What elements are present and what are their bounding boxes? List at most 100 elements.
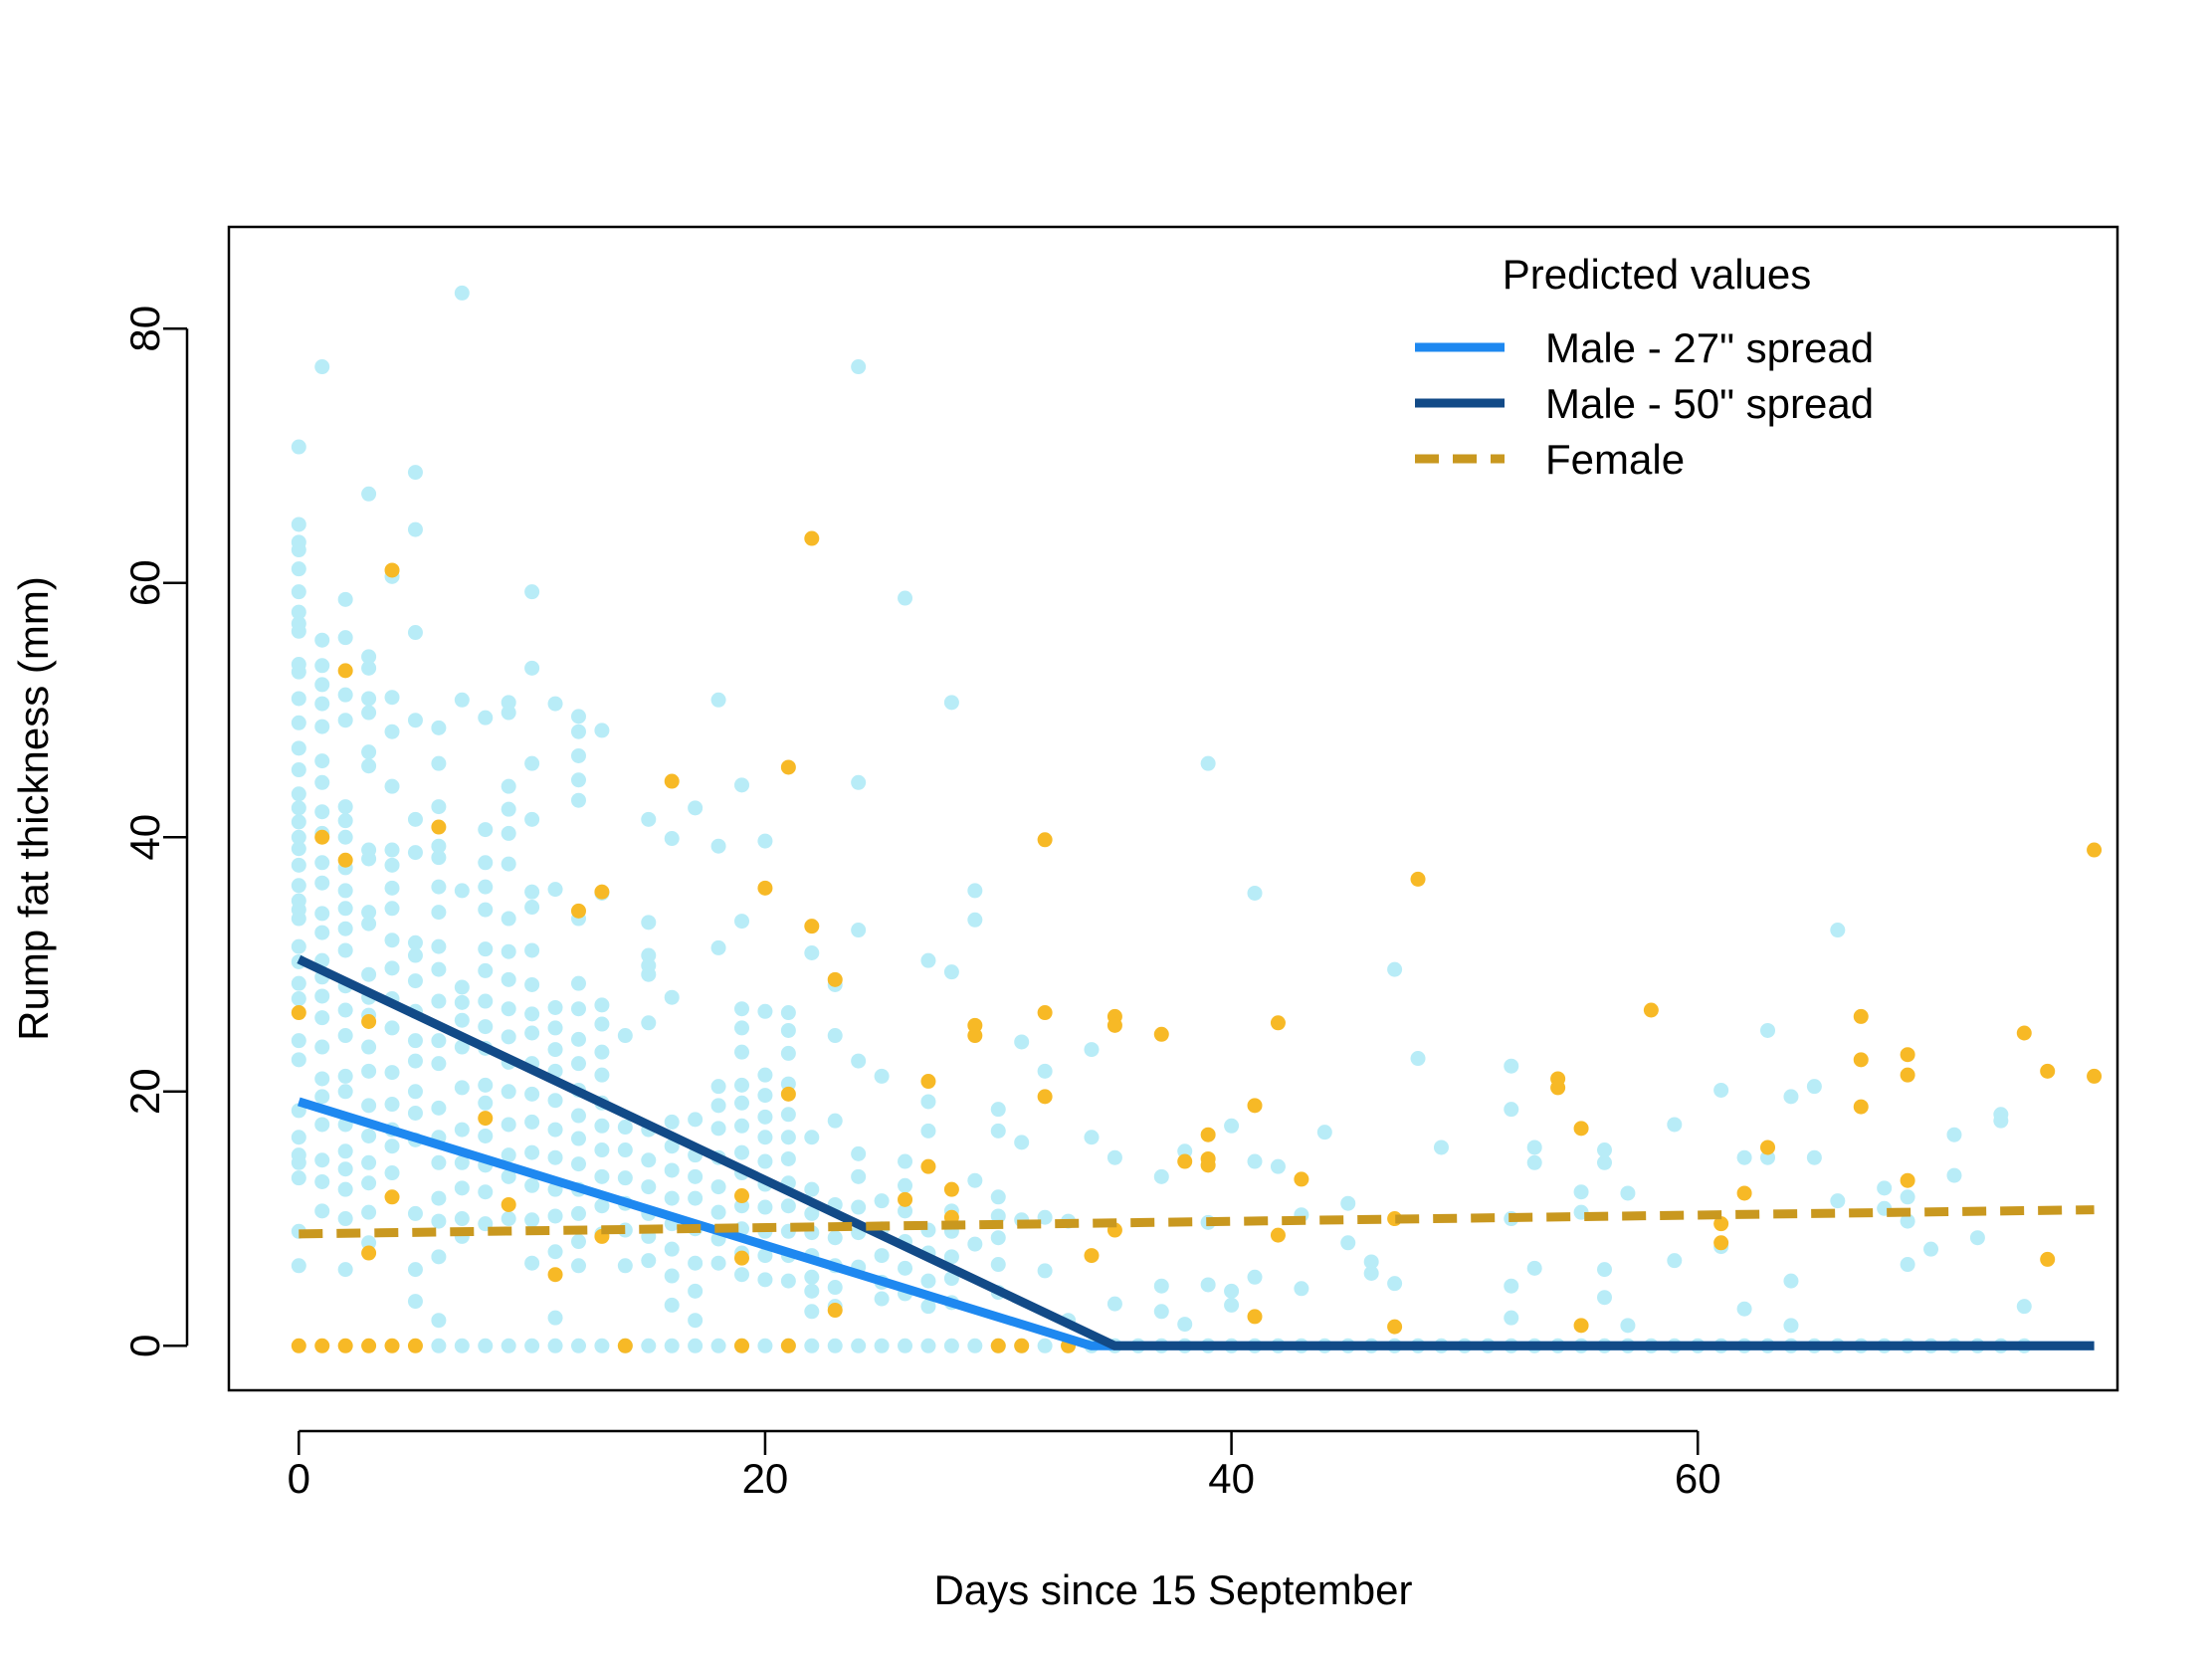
male-observation-point: [1316, 1125, 1332, 1141]
male-observation-point: [710, 1098, 726, 1114]
male-observation-point: [641, 966, 657, 982]
male-observation-point: [570, 747, 586, 763]
male-observation-point: [1783, 1273, 1799, 1289]
male-observation-point: [804, 1269, 820, 1285]
male-observation-point: [291, 814, 306, 830]
male-observation-point: [757, 1248, 773, 1264]
male-observation-point: [734, 914, 750, 930]
male-observation-point: [337, 1068, 353, 1084]
male-observation-point: [291, 878, 306, 894]
male-observation-point: [664, 1162, 680, 1178]
male-observation-point: [734, 1001, 750, 1017]
male-observation-point: [1620, 1318, 1636, 1334]
male-observation-point: [501, 825, 516, 841]
male-observation-point: [1830, 923, 1846, 938]
male-observation-point: [407, 973, 423, 989]
male-observation-point: [594, 1198, 610, 1214]
male-observation-point: [384, 1065, 400, 1081]
male-observation-point: [291, 664, 306, 680]
male-observation-point: [291, 786, 306, 802]
male-observation-point: [501, 943, 516, 959]
male-observation-point: [1736, 1149, 1752, 1165]
female-observation-point: [920, 1074, 936, 1090]
male-observation-point: [804, 1130, 820, 1145]
male-observation-point: [664, 1338, 680, 1353]
male-observation-point: [547, 1208, 563, 1224]
male-observation-point: [710, 1338, 726, 1353]
male-observation-point: [361, 705, 377, 721]
male-observation-point: [710, 939, 726, 955]
predicted-line: [299, 1205, 2095, 1239]
male-observation-point: [1387, 961, 1403, 977]
male-observation-point: [361, 1098, 377, 1114]
male-observation-point: [1504, 1058, 1519, 1074]
male-observation-point: [804, 1205, 820, 1221]
female-observation-point: [1200, 1157, 1216, 1173]
male-observation-point: [291, 938, 306, 954]
male-observation-point: [851, 923, 867, 938]
male-observation-point: [851, 1168, 867, 1184]
male-observation-point: [967, 1236, 983, 1252]
male-observation-point: [361, 916, 377, 932]
female-observation-point: [1037, 1089, 1053, 1105]
male-observation-point: [1596, 1154, 1612, 1170]
male-observation-point: [1433, 1140, 1449, 1155]
male-observation-point: [780, 1005, 796, 1021]
female-observation-point: [2087, 842, 2103, 858]
female-observation-point: [1550, 1080, 1566, 1096]
male-observation-point: [314, 359, 330, 375]
male-observation-point: [337, 1161, 353, 1177]
male-observation-point: [501, 801, 516, 817]
male-observation-point: [291, 975, 306, 991]
male-observation-point: [780, 1022, 796, 1038]
male-observation-point: [454, 1012, 470, 1028]
female-observation-point: [664, 773, 680, 789]
male-observation-point: [361, 1063, 377, 1079]
male-observation-point: [1526, 1140, 1542, 1155]
male-observation-point: [314, 774, 330, 790]
male-observation-point: [617, 1028, 633, 1044]
male-observation-point: [1363, 1265, 1379, 1281]
male-observation-point: [314, 696, 330, 712]
male-observation-point: [547, 1042, 563, 1058]
male-observation-point: [898, 1177, 913, 1193]
male-observation-point: [1247, 1269, 1263, 1285]
male-observation-point: [641, 1015, 657, 1031]
male-observation-point: [431, 1249, 447, 1265]
male-observation-point: [361, 660, 377, 676]
male-observation-point: [407, 1205, 423, 1221]
female-observation-point: [898, 1191, 913, 1207]
male-observation-point: [1900, 1257, 1915, 1273]
x-tick-label: 60: [1675, 1455, 1721, 1502]
male-observation-point: [898, 1260, 913, 1276]
male-observation-point: [291, 517, 306, 532]
male-observation-point: [314, 658, 330, 674]
male-observation-point: [688, 1255, 704, 1271]
male-observation-point: [337, 921, 353, 936]
male-observation-point: [1760, 1022, 1776, 1038]
male-observation-point: [851, 1145, 867, 1161]
male-observation-point: [1387, 1276, 1403, 1292]
male-observation-point: [664, 1190, 680, 1206]
female-observation-point: [570, 903, 586, 919]
female-observation-point: [1177, 1153, 1193, 1169]
male-observation-point: [501, 1338, 516, 1353]
plot-area-frame: [227, 225, 2119, 1392]
male-observation-point: [524, 942, 540, 958]
male-observation-point: [617, 1170, 633, 1186]
female-observation-point: [804, 530, 820, 546]
male-observation-point: [478, 822, 494, 838]
male-observation-point: [431, 755, 447, 771]
male-observation-point: [757, 1003, 773, 1019]
male-observation-point: [314, 906, 330, 922]
male-observation-point: [1037, 1338, 1053, 1353]
male-observation-point: [1294, 1281, 1309, 1297]
male-observation-point: [361, 1204, 377, 1220]
male-observation-point: [291, 1170, 306, 1186]
male-observation-point: [594, 1118, 610, 1134]
male-observation-point: [291, 762, 306, 778]
male-observation-point: [570, 975, 586, 991]
female-observation-point: [1643, 1002, 1659, 1018]
female-observation-point: [1713, 1216, 1729, 1232]
